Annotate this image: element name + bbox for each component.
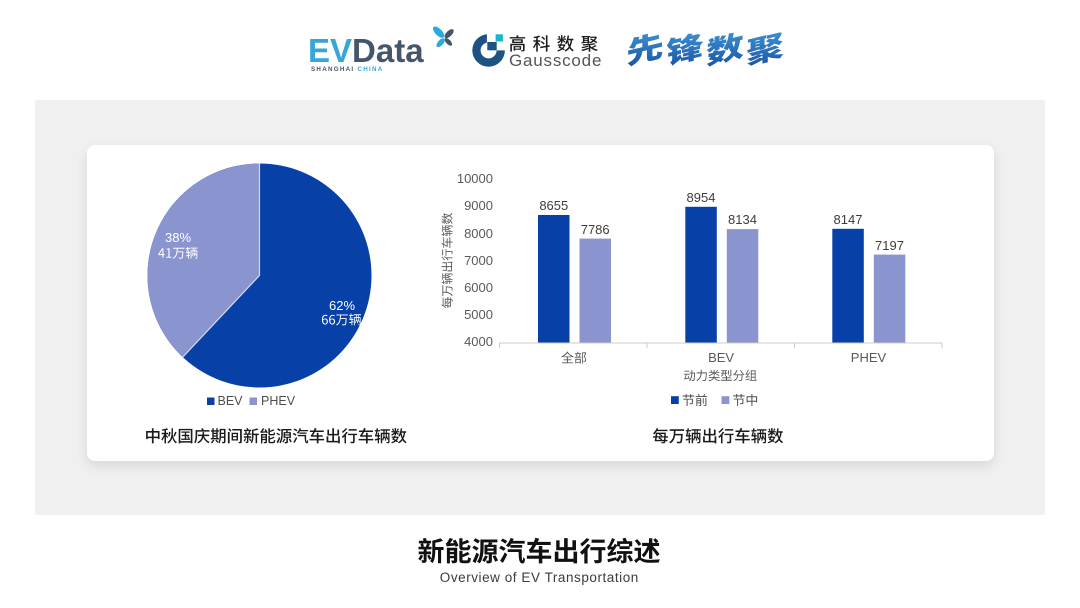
svg-text:38%: 38%	[165, 230, 191, 245]
svg-text:62%: 62%	[329, 298, 355, 313]
